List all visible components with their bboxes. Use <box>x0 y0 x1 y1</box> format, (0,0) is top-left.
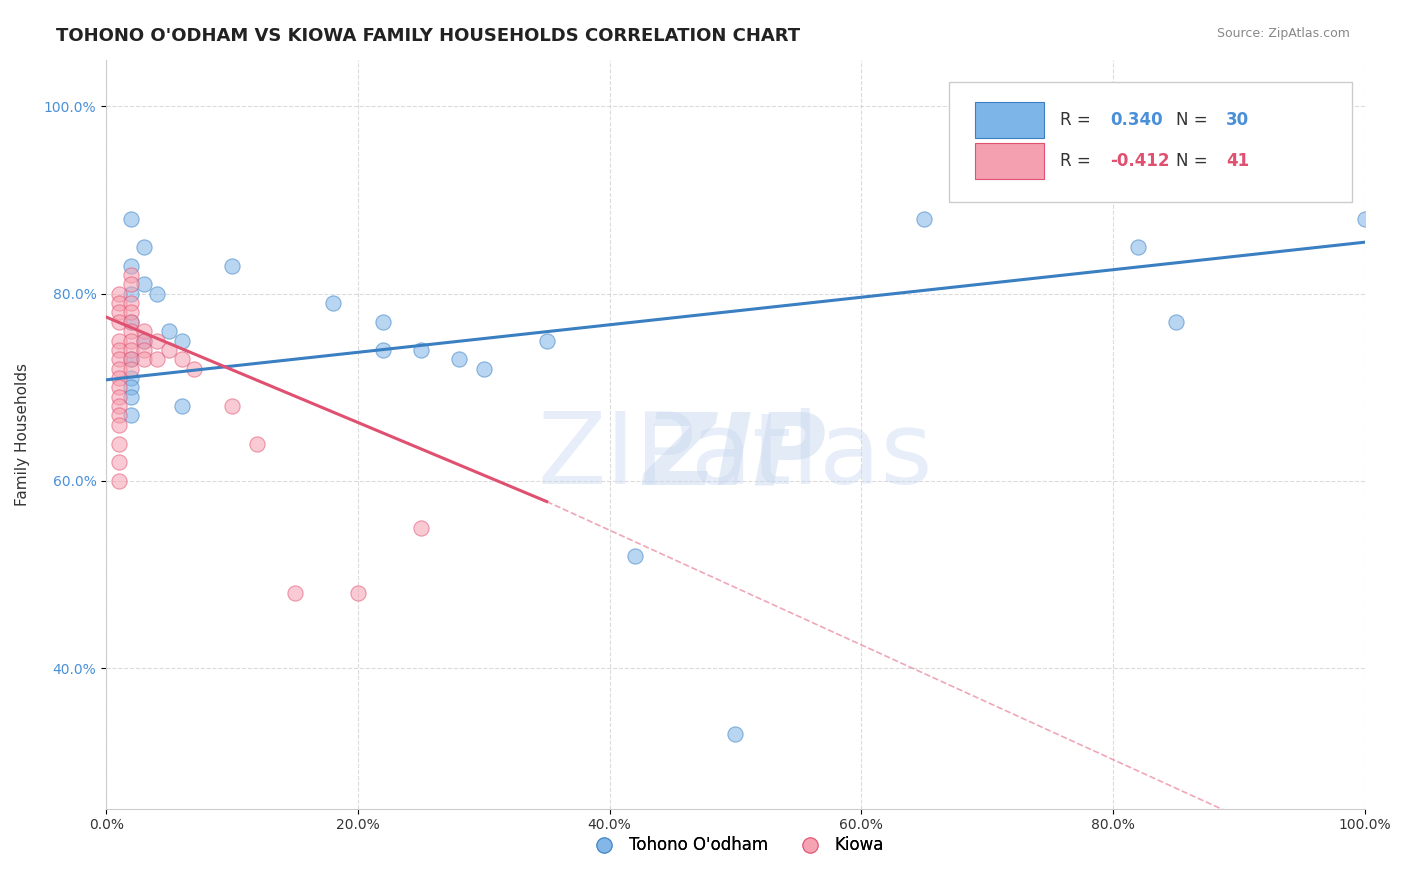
Point <box>120 259 142 273</box>
Point <box>108 334 131 348</box>
Text: TOHONO O'ODHAM VS KIOWA FAMILY HOUSEHOLDS CORRELATION CHART: TOHONO O'ODHAM VS KIOWA FAMILY HOUSEHOLD… <box>56 27 800 45</box>
Point <box>120 324 142 338</box>
Point <box>108 371 131 385</box>
Text: ZIP: ZIP <box>644 409 827 505</box>
Point <box>120 409 142 423</box>
Point <box>1128 240 1150 254</box>
Point <box>108 390 131 404</box>
Point <box>724 727 747 741</box>
Point <box>221 259 243 273</box>
Point <box>108 474 131 488</box>
Point <box>108 361 131 376</box>
Point <box>145 334 167 348</box>
Point <box>120 305 142 319</box>
Point <box>409 343 432 357</box>
Text: 0.340: 0.340 <box>1111 112 1163 129</box>
Point <box>108 399 131 413</box>
Point <box>170 399 193 413</box>
Point <box>132 240 155 254</box>
Point <box>108 296 131 310</box>
Point <box>108 380 131 394</box>
Point <box>157 324 180 338</box>
Point <box>120 211 142 226</box>
Point <box>120 315 142 329</box>
Point <box>170 352 193 367</box>
Point <box>322 296 344 310</box>
Point <box>183 361 205 376</box>
Point <box>120 371 142 385</box>
Text: N =: N = <box>1175 112 1208 129</box>
Point <box>472 361 495 376</box>
FancyBboxPatch shape <box>974 103 1043 138</box>
Point <box>120 334 142 348</box>
FancyBboxPatch shape <box>949 82 1353 202</box>
Point <box>108 409 131 423</box>
Point <box>145 286 167 301</box>
Point <box>132 352 155 367</box>
Point <box>108 305 131 319</box>
Point <box>120 352 142 367</box>
Text: ZIPatlas: ZIPatlas <box>537 409 934 505</box>
Text: R =: R = <box>1060 153 1091 170</box>
Point <box>409 521 432 535</box>
Text: Source: ZipAtlas.com: Source: ZipAtlas.com <box>1216 27 1350 40</box>
Point <box>221 399 243 413</box>
Point <box>132 343 155 357</box>
Point <box>1164 315 1187 329</box>
Point <box>120 268 142 282</box>
Point <box>108 436 131 450</box>
Point <box>120 296 142 310</box>
Point <box>108 343 131 357</box>
Point <box>1354 211 1376 226</box>
Point <box>371 343 394 357</box>
Point <box>120 286 142 301</box>
Point <box>912 211 935 226</box>
Point <box>120 352 142 367</box>
Point <box>132 324 155 338</box>
Point <box>170 334 193 348</box>
FancyBboxPatch shape <box>974 144 1043 179</box>
Point <box>623 549 645 563</box>
Point <box>371 315 394 329</box>
Point <box>157 343 180 357</box>
Text: R =: R = <box>1060 112 1091 129</box>
Text: N =: N = <box>1175 153 1208 170</box>
Point <box>108 417 131 432</box>
Text: 41: 41 <box>1226 153 1250 170</box>
Point <box>284 586 307 600</box>
Point <box>120 277 142 292</box>
Point <box>132 277 155 292</box>
Point <box>447 352 470 367</box>
Point <box>108 352 131 367</box>
Point <box>120 343 142 357</box>
Text: 30: 30 <box>1226 112 1250 129</box>
Point <box>108 315 131 329</box>
Point <box>246 436 269 450</box>
Point <box>145 352 167 367</box>
Point <box>120 361 142 376</box>
Point <box>120 315 142 329</box>
Point <box>132 334 155 348</box>
Legend: Tohono O'odham, Kiowa: Tohono O'odham, Kiowa <box>581 829 890 860</box>
Y-axis label: Family Households: Family Households <box>15 363 30 506</box>
Point <box>108 286 131 301</box>
Text: -0.412: -0.412 <box>1111 153 1170 170</box>
Point <box>120 380 142 394</box>
Point <box>120 390 142 404</box>
Point <box>536 334 558 348</box>
Point <box>132 334 155 348</box>
Point <box>108 455 131 469</box>
Point <box>347 586 370 600</box>
